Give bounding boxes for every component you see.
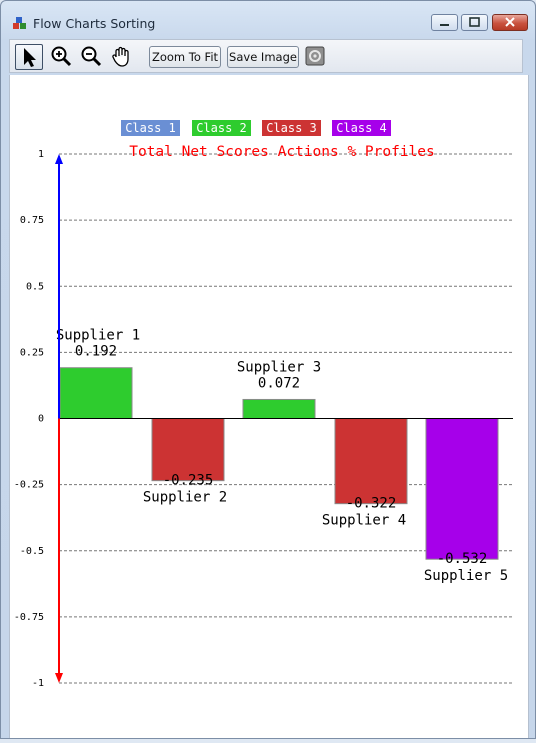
- zoom-in-button[interactable]: [48, 44, 76, 70]
- close-button[interactable]: [492, 14, 528, 31]
- close-icon: [505, 17, 515, 27]
- title-bar[interactable]: Flow Charts Sorting: [1, 1, 535, 35]
- legend-swatch: [332, 120, 391, 136]
- y-axis-up-arrow: [55, 154, 63, 164]
- legend-swatch: [192, 120, 251, 136]
- pan-tool-button[interactable]: [109, 44, 137, 70]
- bar-category-label: Supplier 2: [143, 490, 227, 506]
- bar[interactable]: [425, 418, 499, 560]
- y-tick-label: -0.75: [14, 612, 44, 623]
- legend-swatch: [262, 120, 321, 136]
- zoom-to-fit-button[interactable]: Zoom To Fit: [149, 46, 221, 68]
- y-tick-label: 1: [38, 149, 44, 160]
- y-tick-label: -0.5: [20, 546, 44, 557]
- y-tick-label: -0.25: [14, 480, 44, 491]
- bar[interactable]: [334, 418, 408, 505]
- hand-pan-icon: [112, 46, 129, 67]
- y-tick-label: 0: [38, 414, 44, 425]
- save-image-button[interactable]: Save Image: [227, 46, 299, 68]
- bar-value-label: 0.192: [75, 344, 117, 360]
- bar-value-label: -0.235: [163, 473, 214, 489]
- toolbar: Zoom To Fit Save Image: [9, 39, 523, 73]
- bar[interactable]: [242, 398, 316, 419]
- maximize-icon: [469, 17, 480, 27]
- bar-value-label: -0.532: [437, 551, 488, 567]
- bar-category-label: Supplier 4: [322, 513, 406, 529]
- y-tick-label: 0.75: [20, 215, 44, 226]
- y-tick-label: 0.5: [26, 281, 44, 292]
- window-title: Flow Charts Sorting: [33, 16, 156, 31]
- zoom-in-icon: [51, 46, 72, 67]
- bar[interactable]: [151, 418, 225, 482]
- pointer-icon: [24, 48, 36, 67]
- zoom-out-icon: [81, 46, 102, 67]
- legend-swatch: [121, 120, 180, 136]
- maximize-button[interactable]: [461, 14, 488, 31]
- legend-label: Class 1: [125, 121, 176, 135]
- app-icon: [13, 17, 26, 29]
- y-tick-label: 0.25: [20, 347, 44, 358]
- bar-chart: 1 0.75 0.5 0.25 0 -0.25 -0.5 -0.75 -1 Class 1 Clas…: [14, 120, 513, 689]
- legend-label: Class 4: [336, 121, 387, 135]
- minimize-button[interactable]: [431, 14, 458, 31]
- legend-label: Class 3: [266, 121, 317, 135]
- bar-category-label: Supplier 1: [56, 328, 140, 344]
- y-axis-down-arrow: [55, 673, 63, 683]
- pointer-tool-button[interactable]: [15, 44, 43, 70]
- zoom-out-button[interactable]: [78, 44, 106, 70]
- image-settings-button[interactable]: [304, 44, 328, 70]
- bar-category-label: Supplier 5: [424, 568, 508, 584]
- bar[interactable]: [59, 367, 133, 420]
- bar-value-label: 0.072: [258, 375, 300, 391]
- chart-title: Total Net Scores Actions % Profiles: [129, 144, 435, 160]
- minimize-icon: [440, 24, 449, 26]
- bar-value-label: -0.322: [346, 496, 397, 512]
- y-tick-label: -1: [32, 678, 44, 689]
- image-settings-icon: [305, 46, 325, 66]
- legend-label: Class 2: [196, 121, 247, 135]
- chart-canvas: 1 0.75 0.5 0.25 0 -0.25 -0.5 -0.75 -1 Class 1 Clas…: [9, 75, 529, 738]
- bar-category-label: Supplier 3: [237, 359, 321, 375]
